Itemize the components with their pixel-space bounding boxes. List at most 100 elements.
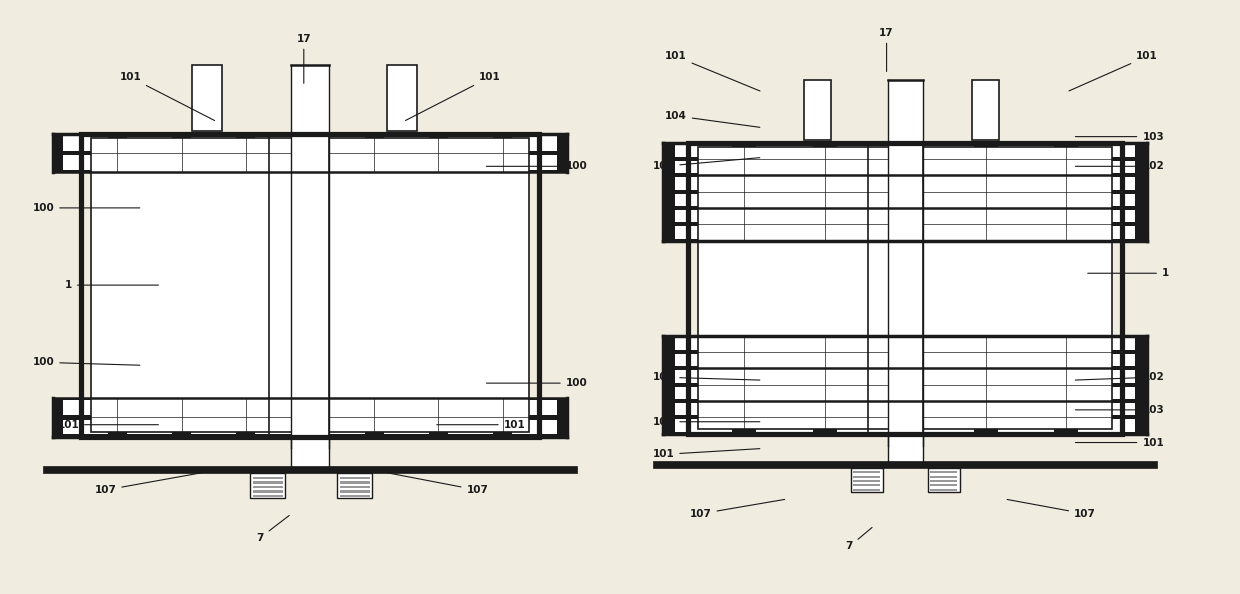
Bar [291,438,329,473]
Text: 17: 17 [879,28,894,71]
Bar [512,419,557,434]
Bar [340,486,370,488]
Bar [676,226,732,239]
Bar [512,155,557,170]
Bar [293,280,327,284]
Bar [384,155,429,170]
Bar [889,350,921,355]
Bar [320,136,365,151]
Bar [291,140,329,431]
Bar [837,161,893,173]
Bar [320,419,365,434]
Bar [293,301,327,306]
Text: 100: 100 [32,358,140,367]
Bar [293,359,327,364]
Text: 103: 103 [1075,405,1164,415]
Bar [384,136,429,151]
Bar [889,301,921,305]
Text: 107: 107 [1007,500,1096,519]
Bar [81,134,539,437]
Bar [837,370,893,383]
Bar [293,251,327,255]
Bar [837,194,893,206]
Bar [293,163,327,168]
Bar [340,495,370,497]
Bar [320,400,365,415]
Bar [998,144,1054,157]
Bar [337,473,372,498]
Bar [663,175,1147,208]
Bar [293,410,327,415]
Bar [293,374,327,378]
Bar [756,370,812,383]
Bar [918,419,973,432]
Bar [918,403,973,415]
Bar [889,193,921,197]
Bar [676,194,732,206]
Bar [293,214,327,219]
Bar [889,200,921,204]
Bar [191,400,236,415]
Text: 17: 17 [296,34,311,83]
Bar [889,408,921,412]
Bar [889,401,921,405]
Bar [918,370,973,383]
Bar [756,354,812,366]
Bar [889,329,921,333]
Text: 1: 1 [1087,268,1169,278]
Bar [512,136,557,151]
Bar [889,293,921,298]
Bar [63,155,108,170]
Text: 7: 7 [846,527,872,551]
Bar [930,484,957,486]
Bar [889,308,921,312]
Bar [1079,210,1135,222]
Bar [293,178,327,182]
Bar [1079,387,1135,399]
Bar [756,226,812,239]
Bar [387,65,417,131]
Bar [889,422,921,426]
Bar [918,337,973,350]
Bar [192,65,222,131]
Bar [918,177,973,189]
Bar [293,229,327,233]
Text: 102: 102 [652,372,760,382]
Bar [663,208,1147,241]
Text: 100: 100 [486,162,588,171]
Bar [43,466,577,473]
Bar [293,352,327,356]
Bar [293,207,327,211]
Bar [756,387,812,399]
Bar [889,179,921,183]
Bar [448,155,492,170]
Bar [63,419,108,434]
Bar [837,210,893,222]
Bar [255,136,300,151]
Text: 101: 101 [405,72,501,121]
Bar [128,155,172,170]
Bar [756,210,812,222]
Text: 100: 100 [486,378,588,388]
Bar [889,150,921,154]
Text: 101: 101 [119,72,215,121]
Text: 101: 101 [652,448,760,459]
Bar [889,415,921,419]
Bar [998,194,1054,206]
Bar [676,177,732,189]
Bar [293,170,327,175]
Bar [889,243,921,248]
Bar [853,484,880,486]
Bar [250,473,285,498]
Bar [756,337,812,350]
Bar [851,468,883,492]
Bar [293,323,327,327]
Bar [998,354,1054,366]
Text: 102: 102 [652,157,760,171]
Bar [191,155,236,170]
Bar [448,419,492,434]
Bar [688,143,1122,434]
Bar [293,403,327,407]
Bar [676,387,732,399]
Bar [918,210,973,222]
